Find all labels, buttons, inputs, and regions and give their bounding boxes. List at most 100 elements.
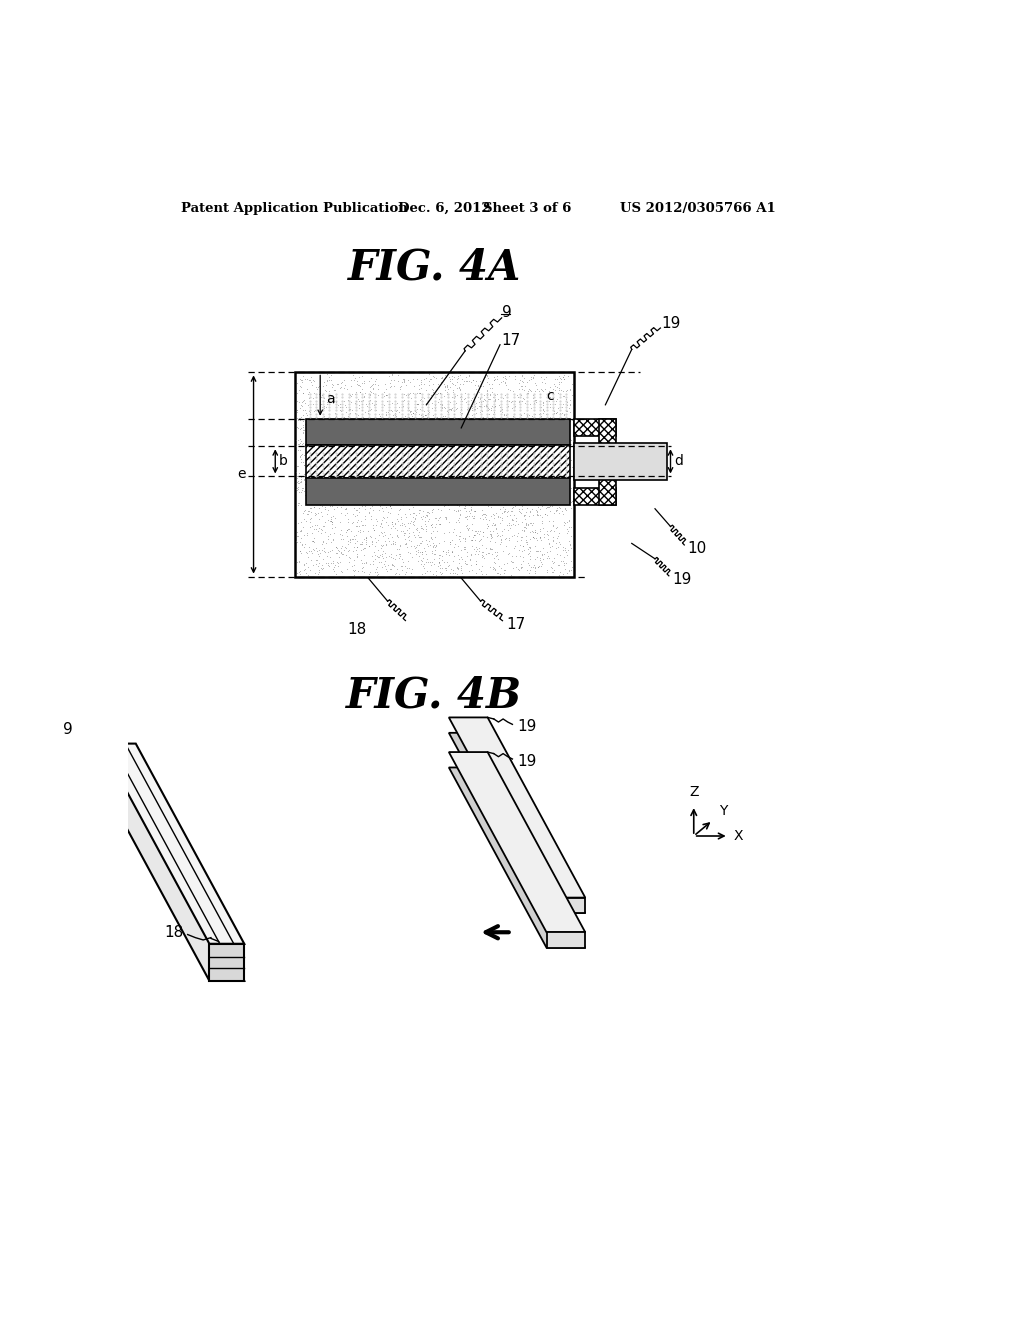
Point bbox=[289, 521, 305, 543]
Point bbox=[318, 408, 335, 429]
Point bbox=[521, 549, 538, 570]
Point bbox=[527, 520, 544, 541]
Point bbox=[500, 379, 516, 400]
Point bbox=[506, 537, 522, 558]
Point bbox=[314, 532, 331, 553]
Point bbox=[463, 513, 479, 535]
Point bbox=[364, 496, 380, 517]
Point bbox=[485, 548, 502, 569]
Point bbox=[360, 392, 377, 413]
Point bbox=[472, 529, 488, 550]
Point bbox=[546, 520, 562, 541]
Point bbox=[417, 405, 433, 426]
Point bbox=[525, 512, 542, 533]
Point bbox=[384, 531, 400, 552]
Point bbox=[498, 528, 514, 549]
Point bbox=[556, 512, 572, 533]
Point bbox=[551, 531, 567, 552]
Point bbox=[426, 366, 442, 387]
Point bbox=[526, 403, 543, 424]
Point bbox=[545, 378, 561, 399]
Point bbox=[478, 544, 495, 565]
Point bbox=[543, 519, 559, 540]
Point bbox=[561, 397, 578, 418]
Point bbox=[445, 562, 462, 583]
Point bbox=[457, 552, 473, 573]
Point bbox=[461, 561, 477, 582]
Point bbox=[439, 381, 456, 403]
Point bbox=[349, 543, 366, 564]
Point bbox=[423, 388, 439, 409]
Point bbox=[442, 376, 459, 397]
Point bbox=[472, 388, 488, 409]
Point bbox=[362, 375, 379, 396]
Point bbox=[555, 366, 571, 387]
Point bbox=[380, 401, 396, 422]
Point bbox=[377, 550, 393, 572]
Point bbox=[383, 558, 399, 579]
Point bbox=[459, 510, 475, 531]
Point bbox=[292, 560, 308, 581]
Point bbox=[437, 376, 454, 397]
Point bbox=[384, 363, 400, 384]
Point bbox=[563, 409, 580, 430]
Point bbox=[355, 389, 372, 411]
Point bbox=[312, 387, 329, 408]
Point bbox=[414, 550, 430, 572]
Point bbox=[505, 557, 521, 578]
Point bbox=[557, 498, 573, 519]
Point bbox=[501, 527, 517, 548]
Point bbox=[512, 375, 528, 396]
Point bbox=[324, 385, 340, 407]
Point bbox=[326, 506, 342, 527]
Point bbox=[516, 520, 532, 541]
Point bbox=[304, 374, 321, 395]
Point bbox=[542, 536, 558, 557]
Point bbox=[377, 403, 393, 424]
Point bbox=[453, 554, 469, 576]
Point bbox=[548, 499, 564, 520]
Point bbox=[513, 391, 529, 412]
Point bbox=[385, 533, 401, 554]
Point bbox=[422, 368, 438, 389]
Point bbox=[475, 521, 492, 543]
Point bbox=[375, 548, 391, 569]
Point bbox=[563, 537, 580, 558]
Point bbox=[509, 525, 525, 546]
Point bbox=[424, 502, 440, 523]
Point bbox=[557, 540, 573, 561]
Point bbox=[502, 379, 518, 400]
Point bbox=[346, 561, 362, 582]
Point bbox=[299, 405, 315, 426]
Point bbox=[296, 445, 312, 466]
Point bbox=[459, 517, 475, 539]
Point bbox=[365, 515, 381, 536]
Point bbox=[513, 379, 529, 400]
Point bbox=[488, 384, 505, 405]
Point bbox=[388, 544, 404, 565]
Point bbox=[421, 370, 437, 391]
Point bbox=[397, 516, 414, 537]
Point bbox=[402, 400, 419, 421]
Point bbox=[416, 537, 432, 558]
Point bbox=[438, 384, 455, 405]
Point bbox=[366, 541, 382, 562]
Point bbox=[362, 506, 379, 527]
Point bbox=[560, 520, 577, 541]
Point bbox=[344, 556, 360, 577]
Point bbox=[527, 380, 544, 401]
Point bbox=[293, 527, 309, 548]
Point bbox=[383, 517, 399, 539]
Point bbox=[338, 396, 354, 417]
Point bbox=[535, 380, 551, 401]
Point bbox=[531, 528, 548, 549]
Point bbox=[302, 502, 318, 523]
Point bbox=[452, 525, 468, 546]
Point bbox=[429, 383, 445, 404]
Point bbox=[392, 556, 409, 577]
Point bbox=[317, 496, 334, 517]
Point bbox=[488, 525, 505, 546]
Point bbox=[527, 375, 544, 396]
Point bbox=[486, 395, 503, 416]
Point bbox=[474, 499, 490, 520]
